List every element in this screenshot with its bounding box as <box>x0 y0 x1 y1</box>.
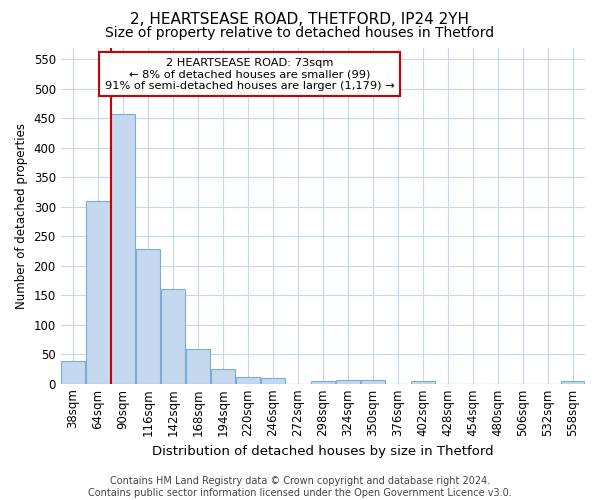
Text: Contains HM Land Registry data © Crown copyright and database right 2024.
Contai: Contains HM Land Registry data © Crown c… <box>88 476 512 498</box>
Bar <box>560 382 584 384</box>
Text: 2, HEARTSEASE ROAD, THETFORD, IP24 2YH: 2, HEARTSEASE ROAD, THETFORD, IP24 2YH <box>131 12 470 28</box>
Bar <box>211 369 235 384</box>
Bar <box>86 201 110 384</box>
Bar <box>61 362 85 384</box>
Bar <box>336 380 359 384</box>
Text: Size of property relative to detached houses in Thetford: Size of property relative to detached ho… <box>106 26 494 40</box>
X-axis label: Distribution of detached houses by size in Thetford: Distribution of detached houses by size … <box>152 444 494 458</box>
Bar <box>361 380 385 384</box>
Bar <box>311 382 335 384</box>
Bar <box>136 249 160 384</box>
Bar <box>411 382 434 384</box>
Bar <box>111 114 135 384</box>
Bar <box>236 377 260 384</box>
Y-axis label: Number of detached properties: Number of detached properties <box>15 122 28 308</box>
Bar <box>261 378 285 384</box>
Bar <box>161 290 185 384</box>
Text: 2 HEARTSEASE ROAD: 73sqm
← 8% of detached houses are smaller (99)
91% of semi-de: 2 HEARTSEASE ROAD: 73sqm ← 8% of detache… <box>104 58 394 91</box>
Bar <box>186 350 210 384</box>
